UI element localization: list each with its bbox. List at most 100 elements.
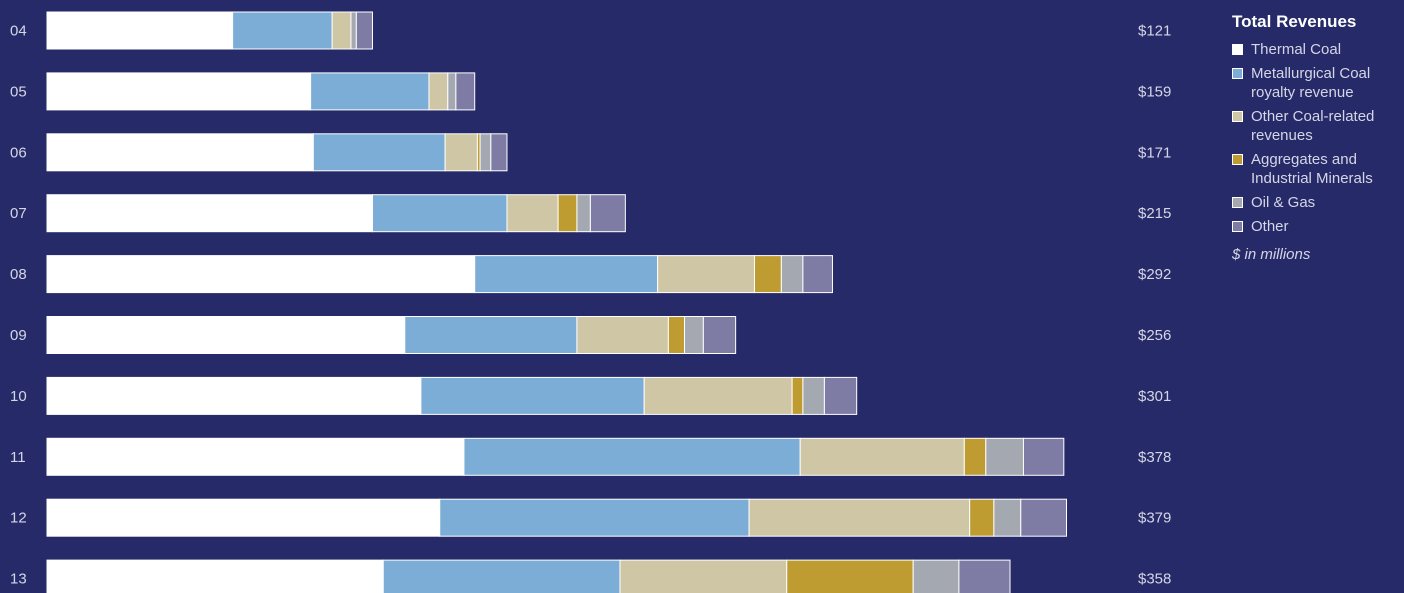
year-label-04: 04 — [10, 23, 27, 40]
total-label-08: $292 — [1138, 266, 1171, 283]
year-label-07: 07 — [10, 205, 27, 222]
bar-segment-06-s0 — [46, 133, 314, 172]
total-label-10: $301 — [1138, 388, 1171, 405]
legend-item: Aggregates and Industrial Minerals — [1232, 150, 1404, 188]
bar-segment-05-s1 — [310, 72, 430, 111]
legend-swatch — [1232, 111, 1243, 122]
bar-segment-10-s2 — [643, 376, 793, 415]
bar-segment-10-s1 — [420, 376, 645, 415]
bar-segment-13-s0 — [46, 559, 384, 593]
legend-item: Thermal Coal — [1232, 40, 1404, 59]
unit-note: $ in millions — [1232, 246, 1311, 263]
bar-segment-07-s4 — [576, 194, 591, 233]
bar-segment-11-s4 — [985, 437, 1024, 476]
legend-label: Oil & Gas — [1251, 194, 1316, 211]
bar-segment-05-s0 — [46, 72, 312, 111]
bar-segment-05-s2 — [428, 72, 449, 111]
bar-segment-06-s1 — [312, 133, 446, 172]
bar-segment-09-s0 — [46, 316, 406, 354]
legend-label: Thermal Coal — [1251, 41, 1342, 58]
bar-segment-09-s5 — [702, 316, 737, 354]
bar-segment-11-s2 — [799, 437, 965, 476]
total-label-06: $171 — [1138, 144, 1171, 161]
bar-segment-09-s3 — [667, 316, 686, 354]
bar-segment-08-s4 — [780, 255, 804, 294]
total-label-12: $379 — [1138, 510, 1171, 527]
bar-segment-09-s4 — [684, 316, 704, 354]
bar-segment-04-s2 — [331, 11, 352, 50]
total-label-09: $256 — [1138, 327, 1171, 344]
bar-segment-11-s3 — [963, 437, 987, 476]
bar-segment-11-s5 — [1022, 437, 1065, 476]
bar-segment-04-s4 — [350, 11, 357, 50]
bar-segment-13-s1 — [382, 559, 621, 593]
bar-segment-09-s2 — [576, 316, 669, 354]
legend-swatch — [1232, 221, 1243, 232]
bar-segment-13-s4 — [912, 559, 960, 593]
bar-segment-13-s5 — [958, 559, 1011, 593]
bar-segment-07-s3 — [557, 194, 578, 233]
bar-segment-08-s3 — [753, 255, 782, 294]
legend-swatch — [1232, 44, 1243, 55]
bar-segment-09-s1 — [404, 316, 578, 354]
legend-swatch — [1232, 197, 1243, 208]
bar-segment-11-s1 — [463, 437, 801, 476]
total-label-13: $358 — [1138, 571, 1171, 588]
bar-segment-06-s4 — [479, 133, 492, 172]
bar-segment-05-s4 — [447, 72, 457, 111]
stacked-bar-chart: 04 $121 05 $159 06 $171 07 $215 08 $292 09 $256 10 $3… — [10, 11, 1171, 593]
bar-segment-07-s5 — [589, 194, 626, 233]
bar-segment-13-s3 — [786, 559, 914, 593]
legend: Total Revenues Thermal Coal Metallurgical… — [1232, 12, 1404, 263]
bar-segment-10-s5 — [823, 376, 858, 415]
legend-label: Other — [1251, 218, 1289, 235]
bar-segment-04-s5 — [355, 11, 373, 50]
bar-segment-13-s2 — [619, 559, 788, 593]
bar-segment-04-s0 — [46, 11, 234, 50]
bar-segment-10-s3 — [791, 376, 804, 415]
bar-segment-04-s1 — [232, 11, 333, 50]
legend-item: Oil & Gas — [1232, 193, 1404, 212]
bar-segment-11-s0 — [46, 437, 465, 476]
year-label-10: 10 — [10, 388, 27, 405]
legend-label: Aggregates and Industrial Minerals — [1251, 151, 1373, 187]
bar-segment-08-s0 — [46, 255, 476, 294]
year-label-08: 08 — [10, 266, 27, 283]
year-label-09: 09 — [10, 327, 27, 344]
legend-swatch — [1232, 68, 1243, 79]
bar-segment-12-s1 — [439, 498, 750, 537]
total-label-07: $215 — [1138, 205, 1171, 222]
total-label-11: $378 — [1138, 449, 1171, 466]
legend-item: Metallurgical Coal royalty revenue — [1232, 64, 1404, 102]
bar-segment-12-s5 — [1020, 498, 1068, 537]
bar-segment-12-s4 — [993, 498, 1022, 537]
bar-segment-08-s1 — [474, 255, 659, 294]
year-label-11: 11 — [10, 449, 26, 466]
legend-item: Other Coal-related revenues — [1232, 107, 1404, 145]
bar-segment-12-s0 — [46, 498, 441, 537]
legend-items: Thermal Coal Metallurgical Coal royalty r… — [1232, 40, 1404, 236]
total-label-04: $121 — [1138, 23, 1171, 40]
legend-title: Total Revenues — [1232, 12, 1357, 31]
bar-segment-05-s5 — [455, 72, 476, 111]
bar-segment-07-s1 — [371, 194, 508, 233]
year-label-12: 12 — [10, 510, 27, 527]
bar-segment-12-s2 — [748, 498, 971, 537]
bar-segment-06-s5 — [490, 133, 508, 172]
total-label-05: $159 — [1138, 83, 1171, 100]
year-label-06: 06 — [10, 144, 27, 161]
legend-label: Metallurgical Coal royalty revenue — [1251, 65, 1371, 101]
bar-segment-08-s2 — [657, 255, 755, 294]
legend-item: Other — [1232, 217, 1404, 236]
bar-segment-10-s0 — [46, 376, 422, 415]
bar-segment-06-s2 — [444, 133, 478, 172]
legend-label: Other Coal-related revenues — [1251, 108, 1375, 144]
bar-segment-12-s3 — [969, 498, 995, 537]
bar-segment-07-s0 — [46, 194, 373, 233]
bar-segment-08-s5 — [802, 255, 833, 294]
bar-segment-07-s2 — [506, 194, 559, 233]
year-label-05: 05 — [10, 83, 27, 100]
bar-segment-10-s4 — [802, 376, 825, 415]
year-label-13: 13 — [10, 571, 27, 588]
